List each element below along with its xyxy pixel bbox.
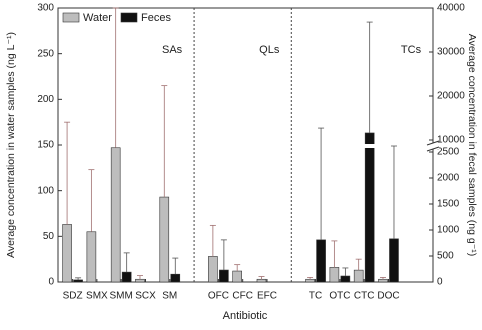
x-tick-label: SMX [86,291,108,302]
bar [110,147,121,283]
bar [364,132,375,283]
y-tick-label: 250 [37,48,54,59]
y-tick-label: 150 [37,140,54,151]
legend-label: Water [83,12,112,24]
bar-break-gap [364,144,376,148]
x-tick-label: DOC [377,291,399,302]
x-tick-label: CTC [354,291,375,302]
x-tick-label: SMM [110,291,133,302]
bar [378,278,388,283]
y-tick-label: 100 [37,185,54,196]
bar [219,269,229,283]
group-label: TCs [401,44,422,56]
bar [208,256,218,283]
x-tick-label: SCX [135,291,156,302]
y-tick-label: 0 [48,277,54,288]
x-tick-label: SDZ [63,291,83,302]
x-tick-label: TC [309,291,322,302]
bar [135,278,145,283]
x-tick-label: OTC [329,291,350,302]
axis-break [426,140,440,146]
y2-tick-label: 500 [437,251,454,262]
bar [62,224,72,283]
bar [316,239,326,283]
y2-tick-label: 0 [437,277,443,288]
legend-label: Feces [141,12,171,24]
y2-tick-label: 30000 [437,47,465,58]
bar [121,271,132,283]
y2-tick-label: 1000 [437,225,460,236]
bar [256,278,267,283]
x-tick-label: OFC [208,291,229,302]
y2-tick-label: 40000 [437,3,465,14]
bar [73,279,83,283]
x-axis-label: Antibiotic [223,310,268,322]
x-tick-label: SM [162,291,177,302]
group-label: SAs [162,44,183,56]
legend-swatch [120,12,138,23]
bar [353,269,364,283]
x-tick-label: CFC [232,291,253,302]
y2-tick-label: 10000 [437,135,465,146]
x-tick-label: EFC [257,291,277,302]
bar [305,278,315,283]
axis-break [426,146,440,152]
legend-swatch [62,12,80,23]
group-label: QLs [259,44,280,56]
bar [329,267,340,283]
y2-axis-label: Average concentration in fecal samples (… [466,34,478,256]
y2-tick-label: 2000 [437,173,460,184]
bar [86,231,97,283]
y-tick-label: 300 [37,3,54,14]
bar [232,270,242,283]
bar [170,273,181,283]
bar [389,238,399,283]
y-tick-label: 200 [37,94,54,105]
y2-tick-label: 1500 [437,199,460,210]
y-axis-label: Average concentration in water samples (… [5,32,17,258]
bar [340,275,351,283]
bar [159,196,170,283]
y-tick-label: 50 [43,231,55,242]
y2-tick-label: 2500 [437,147,460,158]
y2-tick-label: 20000 [437,91,465,102]
axis-break-gap [427,143,439,149]
